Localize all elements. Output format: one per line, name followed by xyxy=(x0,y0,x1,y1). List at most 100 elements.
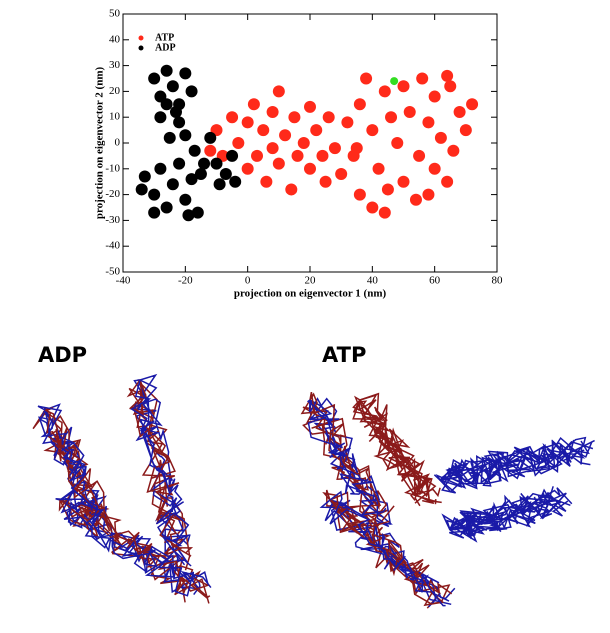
y-tick-label: -30 xyxy=(105,214,120,226)
data-point xyxy=(166,80,179,93)
data-point xyxy=(416,72,429,85)
data-point xyxy=(360,72,373,85)
y-tick-label: 10 xyxy=(109,111,121,123)
data-point xyxy=(366,124,379,137)
data-point xyxy=(191,206,204,219)
data-point xyxy=(260,175,273,188)
data-point xyxy=(409,193,422,206)
data-point xyxy=(288,111,301,124)
data-point xyxy=(135,183,148,196)
backbone-trace xyxy=(449,488,571,536)
panel-label: ATP xyxy=(322,343,366,367)
backbone-trace xyxy=(449,492,567,531)
data-point xyxy=(160,201,173,214)
data-point xyxy=(391,137,404,149)
legend-marker xyxy=(138,35,144,41)
data-point xyxy=(381,183,394,196)
data-point xyxy=(251,149,264,162)
legend-marker xyxy=(138,45,144,51)
data-point xyxy=(385,111,398,124)
x-tick-label: -20 xyxy=(178,275,193,287)
data-point xyxy=(397,175,410,188)
data-point xyxy=(179,193,192,206)
data-point xyxy=(350,142,363,155)
data-point xyxy=(185,173,198,186)
data-point xyxy=(226,149,239,162)
data-point xyxy=(154,162,167,175)
data-point xyxy=(173,116,186,129)
backbone-trace xyxy=(359,399,433,507)
x-tick-label: 20 xyxy=(305,275,317,287)
backbone-trace xyxy=(352,399,435,505)
highlight-point xyxy=(390,77,399,86)
y-tick-label: 40 xyxy=(109,33,121,45)
data-point xyxy=(328,142,341,155)
backbone-trace xyxy=(59,489,195,597)
data-point xyxy=(441,175,454,188)
data-point xyxy=(434,131,447,144)
data-point xyxy=(154,111,167,124)
y-tick-label: 50 xyxy=(109,8,121,20)
data-point xyxy=(272,85,285,98)
backbone-trace xyxy=(439,436,587,485)
data-point xyxy=(353,188,366,201)
data-point xyxy=(285,183,298,196)
data-point xyxy=(198,157,211,170)
data-point xyxy=(422,116,435,129)
backbone-trace xyxy=(309,391,390,528)
backbone-trace xyxy=(435,439,575,490)
data-point xyxy=(232,137,245,149)
backbone-trace xyxy=(329,499,453,595)
data-point xyxy=(169,106,182,119)
x-tick-label: 0 xyxy=(245,275,251,287)
y-tick-label: -10 xyxy=(105,162,120,174)
data-point xyxy=(163,131,176,144)
data-point xyxy=(378,85,391,98)
data-point xyxy=(403,106,416,119)
data-point xyxy=(213,178,226,191)
data-point xyxy=(219,167,232,180)
data-point xyxy=(459,124,472,137)
data-point xyxy=(173,157,186,170)
data-point xyxy=(185,85,198,98)
data-point xyxy=(335,167,348,180)
backbone-trace xyxy=(37,405,104,524)
data-point xyxy=(441,69,454,82)
scatter-plot: -40 -20 0 20 40 60 80-50-40-30-20-100102030405… xyxy=(94,8,503,300)
x-tick-label: -40 xyxy=(116,275,131,287)
panel-label: ADP xyxy=(38,343,87,367)
backbone-trace xyxy=(126,379,182,556)
data-point xyxy=(266,142,279,155)
data-point xyxy=(266,106,279,119)
data-point xyxy=(160,98,173,111)
data-point xyxy=(182,209,195,222)
data-point xyxy=(310,124,323,137)
backbone-trace xyxy=(300,399,388,535)
y-tick-label: 0 xyxy=(115,137,121,149)
data-point xyxy=(341,116,354,129)
data-point xyxy=(179,67,192,80)
data-point xyxy=(428,162,441,175)
backbone-trace xyxy=(134,379,194,554)
data-point xyxy=(413,149,426,162)
data-point xyxy=(422,188,435,201)
backbone-trace xyxy=(59,498,212,589)
data-point xyxy=(179,129,192,142)
backbone-trace xyxy=(305,392,395,528)
data-point xyxy=(247,98,260,111)
backbone-trace xyxy=(130,379,190,566)
data-point xyxy=(304,100,316,113)
data-point xyxy=(291,149,304,162)
data-point xyxy=(466,98,479,111)
data-point xyxy=(241,116,254,129)
data-point xyxy=(194,167,207,180)
data-point xyxy=(279,129,292,142)
data-point xyxy=(353,98,366,111)
data-point xyxy=(378,206,391,219)
data-point xyxy=(160,64,173,77)
data-point xyxy=(444,80,457,93)
data-point xyxy=(297,137,310,149)
backbone-trace xyxy=(329,491,443,607)
backbone-trace xyxy=(358,399,437,504)
